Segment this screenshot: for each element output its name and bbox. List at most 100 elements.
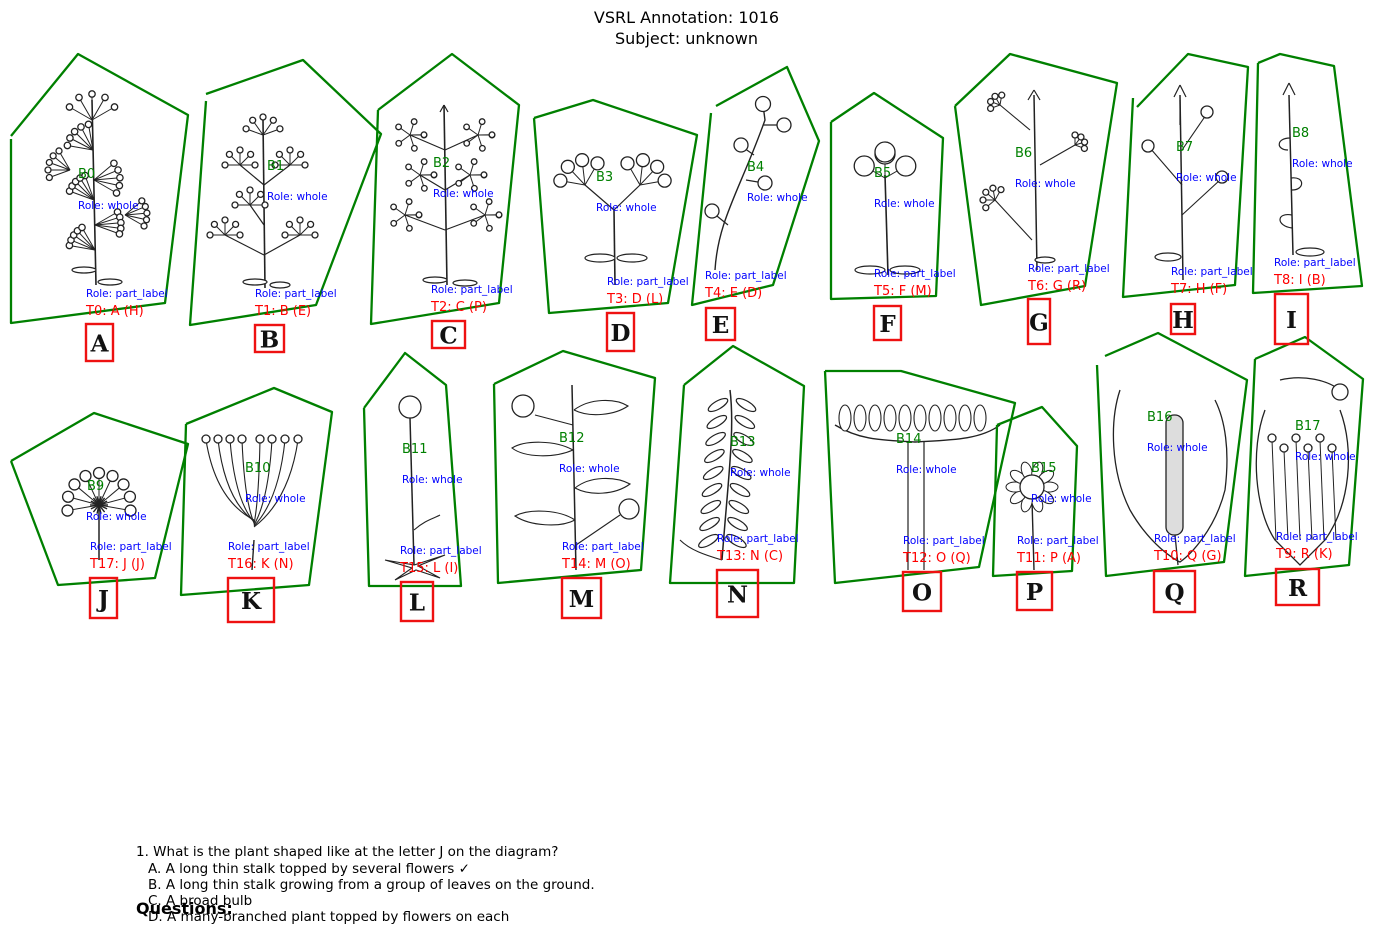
blob-label-b: B1 [267,159,284,174]
plant-drawing-h [1141,84,1229,281]
letter-f: F [879,311,896,338]
region-polygon-l [362,351,463,588]
letter-box-k [226,576,276,624]
role-whole-label-m: Role: whole [559,463,620,475]
role-part-label-e: Role: part_label [705,270,787,282]
blob-label-n: B13 [730,435,755,450]
plant-drawing-q [1112,389,1228,566]
blob-label-a: B0 [78,167,95,182]
blob-label-j: B9 [87,479,104,494]
letter-box-r [1274,567,1321,607]
term-label-a: T0: A (H) [85,304,144,319]
blob-label-r: B17 [1295,419,1320,434]
letter-box-q [1152,569,1197,614]
plant-drawing-f [853,141,921,276]
blob-label-h: B7 [1176,140,1193,155]
region-polygon-c [369,52,521,326]
blob-label-o: B14 [896,432,921,447]
role-part-label-h: Role: part_label [1171,266,1253,278]
question-1: 1. What is the plant shaped like at the … [136,844,559,860]
region-polygon-a [9,52,190,325]
role-whole-label-f: Role: whole [874,198,935,210]
letter-box-i [1273,292,1310,346]
role-part-label-b: Role: part_label [255,288,337,300]
term-label-e: T4: E (D) [704,286,762,301]
plant-drawing-r [1255,377,1349,566]
role-whole-label-l: Role: whole [402,474,463,486]
term-label-o: T12: O (Q) [902,551,971,566]
plant-drawing-k [201,434,303,571]
term-label-r: T9: R (K) [1275,547,1333,562]
term-label-d: T3: D (L) [606,292,663,307]
role-part-label-l: Role: part_label [400,545,482,557]
letter-r: R [1288,575,1308,602]
role-whole-label-q: Role: whole [1147,442,1208,454]
letter-g: G [1029,310,1049,337]
blob-label-k: B10 [245,461,270,476]
region-polygon-e [690,65,821,307]
region-polygon-j [9,411,190,587]
letter-box-a [84,322,115,363]
plant-drawing-j [61,466,137,560]
role-whole-label-b: Role: whole [267,191,328,203]
region-polygon-d [532,98,699,315]
region-polygon-g [953,52,1119,307]
region-polygon-p [991,405,1079,578]
term-label-f: T5: F (M) [873,284,932,299]
role-whole-label-k: Role: whole [245,493,306,505]
role-part-label-a: Role: part_label [86,288,168,300]
letter-box-h [1169,302,1197,336]
role-whole-label-a: Role: whole [78,200,139,212]
role-part-label-c: Role: part_label [431,284,513,296]
region-polygon-o [823,369,1017,585]
role-whole-label-p: Role: whole [1031,493,1092,505]
plant-drawing-i [1278,82,1325,257]
letter-box-j [88,576,119,620]
role-whole-label-r: Role: whole [1295,451,1356,463]
letter-l: L [409,590,425,617]
region-polygon-q [1095,331,1249,578]
region-polygon-i [1251,52,1364,295]
term-label-q: T10: Q (G) [1153,549,1222,564]
term-label-i: T8: I (B) [1273,273,1326,288]
letter-b: B [260,327,279,354]
role-part-label-n: Role: part_label [717,533,799,545]
role-whole-label-o: Role: whole [896,464,957,476]
role-whole-label-d: Role: whole [596,202,657,214]
role-part-label-d: Role: part_label [607,276,689,288]
plant-drawing-c [390,104,503,287]
region-polygon-f [829,91,945,301]
role-part-label-g: Role: part_label [1028,263,1110,275]
letter-q: Q [1164,580,1184,607]
plant-drawing-a [44,90,151,286]
letter-box-c [430,319,467,350]
term-label-k: T16: K (N) [227,557,294,572]
role-part-label-j: Role: part_label [90,541,172,553]
role-whole-label-j: Role: whole [86,511,147,523]
region-polygon-m [492,349,657,585]
plant-drawing-g [979,89,1089,271]
term-label-g: T6: G (R) [1027,279,1086,294]
plant-drawing-p [1005,461,1059,571]
blob-label-q: B16 [1147,410,1172,425]
letter-box-m [560,576,603,620]
role-whole-label-g: Role: whole [1015,178,1076,190]
letter-j: J [96,586,109,613]
blob-label-p: B15 [1031,461,1056,476]
letter-o: O [912,580,932,607]
plant-drawing-d [553,153,672,286]
plant-drawing-o [834,404,1001,570]
plant-drawing-n [679,389,757,561]
region-polygon-b [188,58,383,327]
blob-label-g: B6 [1015,146,1032,161]
plant-drawing-b [206,113,319,289]
blob-label-f: B5 [874,166,891,181]
role-whole-label-n: Role: whole [730,467,791,479]
letter-box-l [399,580,435,623]
role-whole-label-c: Role: whole [433,188,494,200]
plant-drawing-e [704,95,792,271]
blob-label-d: B3 [596,170,613,185]
letter-n: N [727,582,748,609]
plant-drawing-l [384,395,446,581]
letter-box-f [872,304,903,342]
